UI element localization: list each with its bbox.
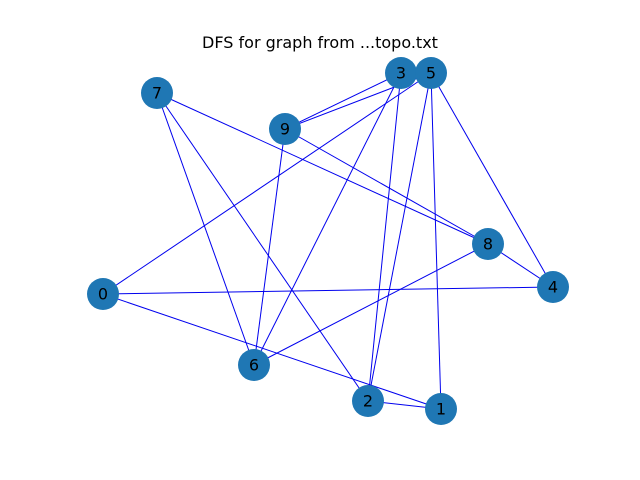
node-label: 9	[280, 120, 290, 139]
edge-5-4	[430, 72, 554, 288]
node-label: 2	[363, 392, 373, 411]
edge-9-3	[284, 72, 402, 130]
graph-title: DFS for graph from ...topo.txt	[202, 33, 438, 52]
node-0: 0	[87, 278, 119, 310]
edge-7-6	[156, 92, 255, 366]
node-circle	[537, 271, 569, 303]
edge-0-1	[102, 293, 442, 410]
node-label: 4	[548, 278, 558, 297]
node-circle	[238, 349, 270, 381]
edge-5-2	[367, 72, 432, 402]
node-8: 8	[472, 228, 504, 260]
node-3: 3	[385, 57, 417, 89]
node-label: 7	[152, 84, 162, 103]
node-circle	[87, 278, 119, 310]
node-1: 1	[425, 393, 457, 425]
node-label: 8	[483, 235, 493, 254]
node-circle	[269, 113, 301, 145]
edge-5-0	[102, 72, 432, 295]
node-9: 9	[269, 113, 301, 145]
node-6: 6	[238, 349, 270, 381]
edge-3-6	[253, 72, 402, 366]
node-label: 3	[396, 64, 406, 83]
node-label: 1	[436, 400, 446, 419]
node-5: 5	[415, 57, 447, 89]
node-4: 4	[537, 271, 569, 303]
node-circle	[141, 77, 173, 109]
edge-7-2	[156, 92, 369, 402]
edge-7-8	[156, 92, 489, 245]
node-circle	[425, 393, 457, 425]
edge-5-1	[430, 72, 442, 410]
edges-layer	[102, 72, 554, 410]
node-7: 7	[141, 77, 173, 109]
edge-3-2	[367, 72, 402, 402]
nodes-layer: 0 1 2 3 4 5 6 7 8 9	[87, 57, 569, 425]
node-circle	[385, 57, 417, 89]
node-circle	[472, 228, 504, 260]
node-circle	[415, 57, 447, 89]
node-label: 6	[249, 356, 259, 375]
edge-8-6	[253, 243, 489, 366]
node-2: 2	[352, 385, 384, 417]
node-label: 5	[426, 64, 436, 83]
node-circle	[352, 385, 384, 417]
edge-9-6	[253, 128, 286, 366]
edge-0-4	[102, 286, 554, 295]
node-label: 0	[98, 285, 108, 304]
edge-9-8	[284, 128, 489, 245]
